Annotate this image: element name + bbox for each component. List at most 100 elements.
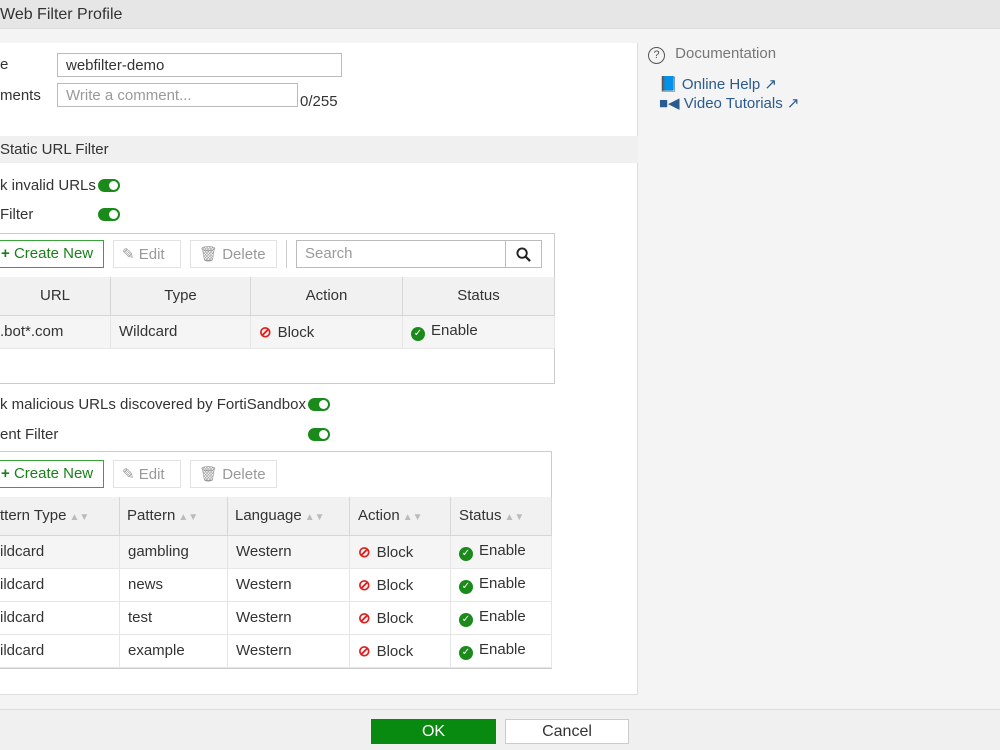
pattern-cell: example — [119, 633, 228, 668]
url-filter-toggle[interactable] — [98, 208, 120, 221]
trash-icon: 🗑 — [199, 466, 219, 483]
sort-icon: ▲▼ — [304, 512, 325, 524]
table-row[interactable]: .bot*.com Wildcard ⊘ Block ✓ Enable — [0, 314, 555, 349]
action-cell: ⊘ Block — [349, 600, 451, 635]
video-tutorials-link[interactable]: ■◀ Video Tutorials ↗ — [659, 95, 800, 112]
content-filter-label: ent Filter — [0, 426, 59, 443]
pattern-cell: test — [119, 600, 228, 635]
external-link-icon: ↗ — [764, 76, 777, 93]
create-new-button[interactable]: + Create New — [0, 240, 104, 268]
action-cell: ⊘ Block — [349, 633, 451, 668]
edit-button[interactable]: ✎ Edit — [113, 460, 181, 488]
check-circle-icon: ✓ — [411, 327, 425, 341]
name-input[interactable]: webfilter-demo — [57, 53, 342, 77]
block-icon: ⊘ — [259, 323, 272, 341]
table-row[interactable]: ildcard example Western ⊘ Block ✓ Enable — [0, 633, 552, 668]
help-circle-icon: ? — [648, 47, 665, 64]
edit-button[interactable]: ✎ Edit — [113, 240, 181, 268]
check-circle-icon: ✓ — [459, 646, 473, 660]
content-filter-toggle[interactable] — [308, 428, 330, 441]
block-icon: ⊘ — [358, 543, 371, 561]
table-row[interactable]: ildcard gambling Western ⊘ Block ✓ Enable — [0, 534, 552, 569]
search-input[interactable]: Search — [296, 240, 506, 268]
search-icon — [516, 246, 531, 262]
search-button[interactable] — [506, 240, 542, 268]
col-status[interactable]: Status ▲▼ — [450, 497, 552, 536]
trash-icon: 🗑 — [199, 246, 219, 263]
pattern-type-cell: ildcard — [0, 534, 120, 569]
block-icon: ⊘ — [358, 609, 371, 627]
toolbar-divider — [286, 240, 287, 268]
online-help-link[interactable]: 📘 Online Help ↗ — [659, 76, 777, 93]
section-title: Static URL Filter — [0, 141, 109, 158]
plus-icon: + — [1, 465, 10, 482]
url-filter-table: URL Type Action Status .bot*.com Wildcard ⊘… — [0, 277, 555, 349]
language-cell: Western — [227, 600, 350, 635]
status-cell: ✓ Enable — [450, 534, 552, 569]
col-pattern[interactable]: Pattern ▲▼ — [119, 497, 228, 536]
pattern-cell: gambling — [119, 534, 228, 569]
block-icon: ⊘ — [358, 642, 371, 660]
book-icon: 📘 — [659, 76, 678, 93]
col-url[interactable]: URL — [0, 277, 111, 316]
url-cell: .bot*.com — [0, 314, 111, 349]
table-row[interactable]: ildcard news Western ⊘ Block ✓ Enable — [0, 567, 552, 602]
pattern-type-cell: ildcard — [0, 567, 120, 602]
content-filter-table-box: + Create New ✎ Edit 🗑 Delete ttern Type ▲… — [0, 451, 552, 669]
block-icon: ⊘ — [358, 576, 371, 594]
create-new-button[interactable]: + Create New — [0, 460, 104, 488]
sort-icon: ▲▼ — [69, 512, 90, 524]
ok-button[interactable]: OK — [371, 719, 496, 744]
action-cell: ⊘ Block — [250, 314, 403, 349]
cancel-button[interactable]: Cancel — [505, 719, 629, 744]
url-filter-label: Filter — [0, 206, 34, 223]
col-language[interactable]: Language ▲▼ — [227, 497, 350, 536]
pattern-cell: news — [119, 567, 228, 602]
documentation-header: ? Documentation — [648, 45, 776, 64]
sandbox-label: k malicious URLs discovered by FortiSand… — [0, 396, 306, 413]
check-circle-icon: ✓ — [459, 547, 473, 561]
type-cell: Wildcard — [110, 314, 251, 349]
status-cell: ✓ Enable — [402, 314, 555, 349]
invalid-urls-label: k invalid URLs — [0, 177, 96, 194]
comments-count: 0/255 — [300, 93, 338, 110]
video-camera-icon: ■◀ — [659, 95, 680, 112]
external-link-icon: ↗ — [786, 95, 800, 112]
status-cell: ✓ Enable — [450, 633, 552, 668]
sort-icon: ▲▼ — [504, 512, 525, 524]
action-cell: ⊘ Block — [349, 567, 451, 602]
sort-icon: ▲▼ — [402, 512, 423, 524]
delete-button[interactable]: 🗑 Delete — [190, 240, 277, 268]
comments-textarea[interactable]: Write a comment... — [57, 83, 298, 107]
language-cell: Western — [227, 633, 350, 668]
sort-icon: ▲▼ — [178, 512, 199, 524]
action-cell: ⊘ Block — [349, 534, 451, 569]
comments-label: ments — [0, 87, 41, 104]
col-action[interactable]: Action — [250, 277, 403, 316]
pattern-type-cell: ildcard — [0, 633, 120, 668]
col-status[interactable]: Status — [402, 277, 555, 316]
section-header: Static URL Filter — [0, 136, 638, 163]
title-bar: Web Filter Profile — [0, 0, 1000, 29]
invalid-urls-toggle[interactable] — [98, 179, 120, 192]
check-circle-icon: ✓ — [459, 580, 473, 594]
col-action[interactable]: Action ▲▼ — [349, 497, 451, 536]
col-pattern-type[interactable]: ttern Type ▲▼ — [0, 497, 120, 536]
sandbox-toggle[interactable] — [308, 398, 330, 411]
col-type[interactable]: Type — [110, 277, 251, 316]
pattern-type-cell: ildcard — [0, 600, 120, 635]
plus-icon: + — [1, 245, 10, 262]
footer — [0, 709, 1000, 750]
check-circle-icon: ✓ — [459, 613, 473, 627]
content-filter-table: ttern Type ▲▼ Pattern ▲▼ Language ▲▼ Action… — [0, 497, 552, 668]
delete-button[interactable]: 🗑 Delete — [190, 460, 277, 488]
language-cell: Western — [227, 534, 350, 569]
url-filter-table-box: + Create New ✎ Edit 🗑 Delete Search URL T… — [0, 233, 555, 384]
language-cell: Western — [227, 567, 350, 602]
pencil-icon: ✎ — [122, 246, 135, 263]
main-panel: e webfilter-demo ments Write a comment..… — [0, 43, 638, 695]
status-cell: ✓ Enable — [450, 567, 552, 602]
table-row[interactable]: ildcard test Western ⊘ Block ✓ Enable — [0, 600, 552, 635]
status-cell: ✓ Enable — [450, 600, 552, 635]
page-title: Web Filter Profile — [0, 6, 123, 23]
